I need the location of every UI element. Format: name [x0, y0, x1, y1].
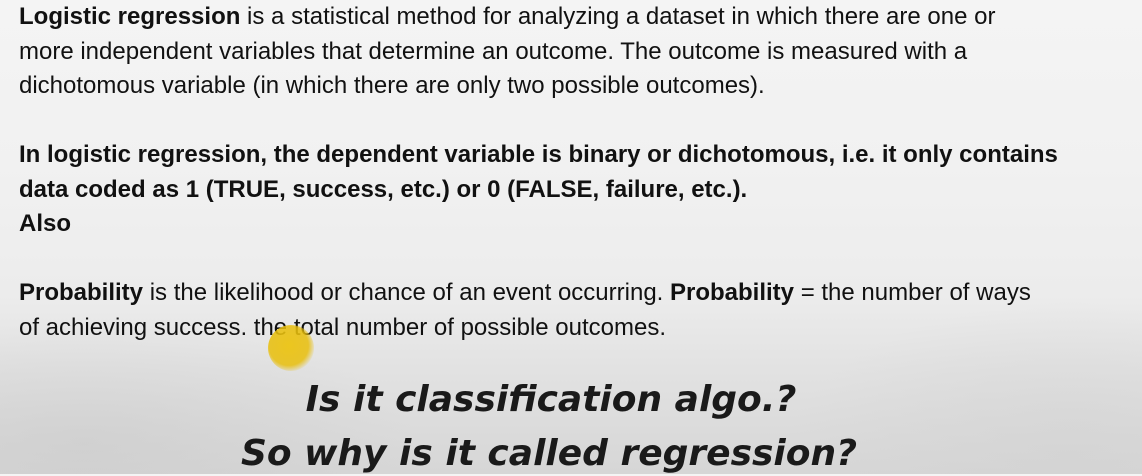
- dependent-variable-line-1: In logistic regression, the dependent va…: [19, 141, 1058, 168]
- question-regression: So why is it called regression?: [240, 433, 858, 474]
- term-logistic-regression: Logistic regression: [19, 3, 241, 30]
- also-label: Also: [19, 210, 72, 237]
- logistic-regression-definition: Logistic regression is a statistical met…: [19, 0, 1129, 104]
- term-probability-2: Probability: [670, 279, 795, 306]
- term-probability-1: Probability: [19, 279, 144, 306]
- background-shade-left: [0, 320, 420, 474]
- definition-line-1: Logistic regression is a statistical met…: [19, 0, 1129, 35]
- probability-text-1: is the likelihood or chance of an event …: [143, 279, 670, 306]
- dependent-variable-note: In logistic regression, the dependent va…: [19, 138, 1129, 242]
- probability-text-2: = the number of ways: [794, 279, 1031, 306]
- probability-line-2: of achieving success. the total number o…: [19, 313, 667, 341]
- definition-line-1-text: is a statistical method for analyzing a …: [240, 3, 996, 30]
- definition-line-2: more independent variables that determin…: [19, 37, 968, 65]
- cursor-highlight-icon: [268, 325, 314, 371]
- background-shade-right: [782, 300, 1142, 474]
- probability-line-1: Probability is the likelihood or chance …: [19, 276, 1129, 311]
- probability-definition: Probability is the likelihood or chance …: [19, 276, 1129, 345]
- dependent-variable-line-2: data coded as 1 (TRUE, success, etc.) or…: [19, 175, 748, 203]
- question-classification: Is it classification algo.?: [305, 379, 797, 420]
- definition-line-3: dichotomous variable (in which there are…: [19, 72, 765, 99]
